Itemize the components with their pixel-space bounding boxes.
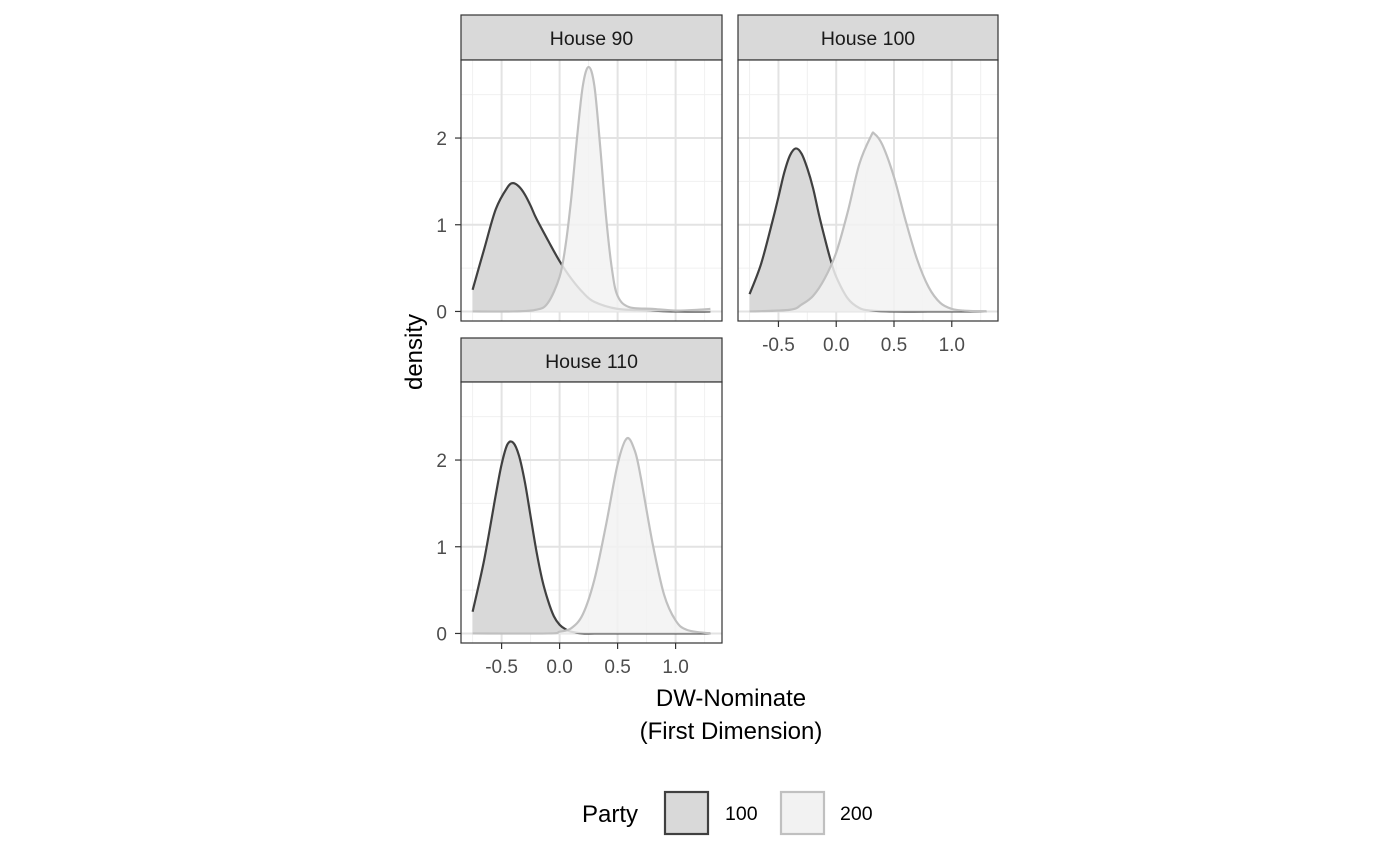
panel-border bbox=[737, 59, 999, 322]
y-tick-label: 2 bbox=[436, 451, 447, 472]
y-tick-label: 0 bbox=[436, 624, 447, 645]
facet-panel: House 90 0 1 2 bbox=[436, 14, 723, 323]
density-line-party-200 bbox=[749, 131, 987, 313]
y-tick-label: 1 bbox=[436, 216, 447, 237]
facet-strip bbox=[737, 14, 999, 61]
facet-strip-label: House 100 bbox=[821, 28, 915, 50]
x-tick-label: 0.0 bbox=[823, 335, 849, 356]
density-area-party-100 bbox=[472, 441, 711, 634]
facet-strip-label: House 110 bbox=[545, 351, 638, 373]
facet-strip bbox=[460, 337, 723, 383]
x-tick-label: -0.5 bbox=[762, 335, 795, 356]
facet-panel: House 100 -0.5 0.0 0.5 1.0 bbox=[737, 14, 999, 356]
panel-border bbox=[460, 59, 723, 322]
y-tick-label: 0 bbox=[436, 302, 447, 323]
x-tick-label: -0.5 bbox=[485, 657, 518, 678]
density-line-party-200 bbox=[472, 65, 711, 313]
x-tick-label: 1.0 bbox=[662, 657, 688, 678]
x-axis-title-line-1: DW-Nominate bbox=[656, 685, 806, 712]
density-line-party-200 bbox=[472, 436, 711, 635]
y-tick-label: 1 bbox=[436, 538, 447, 559]
legend: Party 100 200 bbox=[582, 790, 873, 836]
y-axis-title: density bbox=[401, 314, 428, 390]
x-tick-label: 0.0 bbox=[546, 657, 572, 678]
legend-key-100 bbox=[663, 790, 710, 836]
facet-strip bbox=[460, 14, 723, 61]
legend-key-200 bbox=[779, 790, 826, 836]
density-area-party-100 bbox=[749, 148, 987, 312]
facet-strip-label: House 90 bbox=[550, 28, 634, 50]
density-area-party-200 bbox=[472, 438, 711, 634]
x-tick-label: 0.5 bbox=[881, 335, 907, 356]
density-area-party-200 bbox=[472, 66, 711, 312]
density-area-party-200 bbox=[749, 132, 987, 312]
x-axis-title-line-2: (First Dimension) bbox=[640, 718, 823, 745]
legend-label-100: 100 bbox=[725, 803, 758, 825]
facet-panel: House 110 0 1 2 -0.5 0.0 0.5 1.0 bbox=[436, 337, 723, 678]
legend-title: Party bbox=[582, 801, 638, 828]
density-area-party-100 bbox=[472, 183, 711, 312]
panel-border bbox=[460, 381, 723, 644]
y-tick-label: 2 bbox=[436, 129, 447, 150]
x-tick-label: 1.0 bbox=[939, 335, 965, 356]
legend-label-200: 200 bbox=[840, 803, 873, 825]
x-tick-label: 0.5 bbox=[604, 657, 630, 678]
